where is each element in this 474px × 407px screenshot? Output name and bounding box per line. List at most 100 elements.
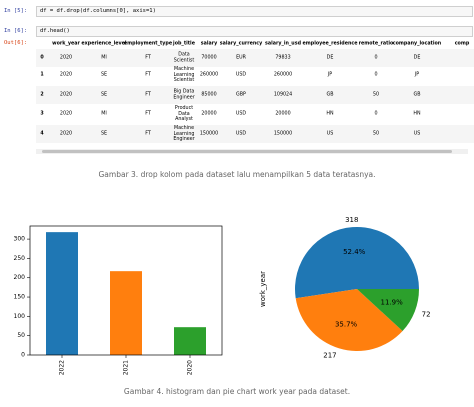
slice-label: 72 <box>422 310 431 318</box>
table-cell: FT <box>145 92 151 98</box>
table-cell: 70000 <box>201 55 217 61</box>
column-header: employee_residence <box>302 41 358 47</box>
y-tick-label: 100 <box>14 313 26 320</box>
slice-label: 217 <box>323 351 336 359</box>
bar <box>174 327 206 355</box>
table-cell: 50 <box>372 92 380 98</box>
column-header: comp <box>454 41 470 47</box>
code-cell: df = df.drop(df.columns[0], axis=1) <box>36 6 473 17</box>
table-cell: 79833 <box>275 55 291 61</box>
column-header: employment_type <box>123 41 173 47</box>
column-header: salary <box>200 41 218 47</box>
y-tick-label: 50 <box>17 332 25 339</box>
pie-slice <box>294 226 419 299</box>
table-cell: 0 <box>374 72 378 78</box>
column-header: experience_level <box>81 41 127 47</box>
input-prompt: In [6]: <box>4 28 28 34</box>
input-prompt: In [5]: <box>4 8 28 14</box>
bar <box>46 232 78 355</box>
table-cell: 2020 <box>59 111 73 117</box>
table-cell: FT <box>145 72 151 78</box>
row-bg <box>36 49 474 67</box>
code-cell: df.head() <box>36 26 473 37</box>
table-cell: EUR <box>236 55 246 61</box>
x-tick-label: 2020 <box>187 360 194 375</box>
table-cell: GB <box>413 92 421 98</box>
table-cell: 150000 <box>199 131 219 137</box>
table-cell: USD <box>235 131 247 137</box>
table-cell: DE <box>413 55 421 61</box>
y-tick-label: 150 <box>14 294 26 301</box>
table-cell: 150000 <box>273 131 293 137</box>
table-cell: MI <box>101 111 107 117</box>
column-header: remote_ratio <box>358 41 394 47</box>
caption: Gambar 3. drop kolom pada dataset lalu m… <box>98 170 376 179</box>
x-tick-label: 2022 <box>59 360 66 375</box>
x-tick-label: 2021 <box>123 360 130 375</box>
table-cell: 2020 <box>59 131 73 137</box>
row-index: 4 <box>40 131 44 137</box>
column-header: salary_currency <box>219 41 263 47</box>
table-cell: FT <box>145 111 151 117</box>
table-cell: US <box>413 131 421 137</box>
table-cell: SE <box>100 131 108 137</box>
pie-slice <box>357 289 419 332</box>
table-cell: Data Scientist <box>173 52 195 64</box>
y-tick-label: 300 <box>14 236 26 243</box>
y-tick-label: 200 <box>14 274 26 281</box>
table-cell: USD <box>235 72 247 78</box>
table-cell: 109024 <box>273 92 293 98</box>
y-tick-label: 0 <box>21 352 25 359</box>
table-cell: FT <box>145 55 151 61</box>
table-cell: 20000 <box>201 111 217 117</box>
axes-frame <box>29 225 223 356</box>
table-cell: MI <box>101 55 107 61</box>
table-cell: HN <box>326 111 334 117</box>
output-prompt: Out[6]: <box>4 40 28 46</box>
table-cell: 0 <box>374 111 378 117</box>
caption: Gambar 4. histogram dan pie chart work y… <box>123 387 351 396</box>
table-cell: 260000 <box>273 72 293 78</box>
table-cell: Product Data Analyst <box>174 105 194 122</box>
table-cell: 0 <box>374 55 378 61</box>
table-cell: SE <box>100 92 108 98</box>
pct-label: 52.4% <box>343 248 366 256</box>
column-header: company_location <box>392 41 442 47</box>
column-header: work_year <box>52 41 80 47</box>
table-cell: 260000 <box>199 72 219 78</box>
row-index: 2 <box>40 92 44 98</box>
slice-label: 318 <box>345 216 358 224</box>
row-bg <box>36 125 474 143</box>
table-cell: US <box>326 131 334 137</box>
row-index: 3 <box>40 111 44 117</box>
row-bg <box>36 86 474 104</box>
table-cell: 20000 <box>275 111 291 117</box>
pct-label: 35.7% <box>335 321 358 329</box>
table-cell: FT <box>145 131 151 137</box>
scrollbar-thumb <box>42 150 452 153</box>
table-cell: 2020 <box>59 55 73 61</box>
table-cell: JP <box>414 72 420 78</box>
row-index: 0 <box>40 55 44 61</box>
table-cell: Machine Learning Engineer <box>173 125 195 142</box>
pct-label: 11.9% <box>381 299 404 307</box>
table-cell: Machine Learning Scientist <box>173 66 195 83</box>
table-cell: 2020 <box>59 72 73 78</box>
table-cell: JP <box>327 72 333 78</box>
bar <box>110 271 142 355</box>
table-cell: 2020 <box>59 92 73 98</box>
table-cell: Big Data Engineer <box>173 89 195 101</box>
y-tick-label: 250 <box>14 255 26 262</box>
table-cell: GB <box>326 92 334 98</box>
column-header: salary_in_usd <box>264 41 302 47</box>
column-header: job_title <box>173 41 195 47</box>
table-cell: SE <box>100 72 108 78</box>
y-axis-label: work_year <box>259 271 267 307</box>
table-cell: USD <box>235 111 247 117</box>
table-cell: 50 <box>372 131 380 137</box>
table-cell: 85000 <box>201 92 217 98</box>
row-index: 1 <box>40 72 44 78</box>
table-cell: HN <box>413 111 421 117</box>
